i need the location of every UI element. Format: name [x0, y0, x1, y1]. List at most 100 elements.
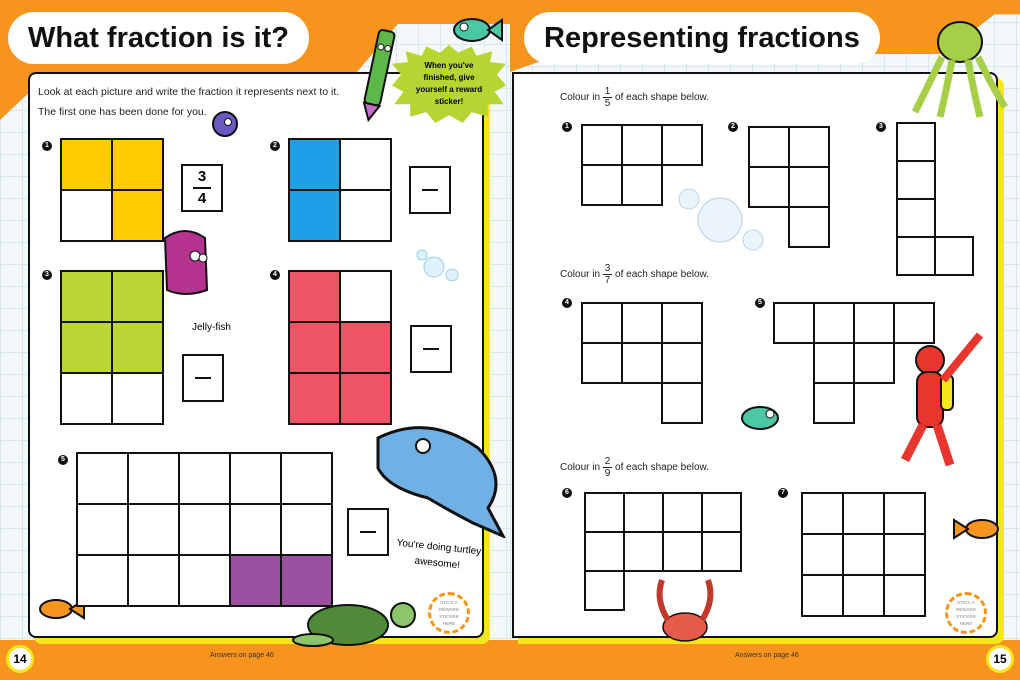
shape-cell[interactable] — [801, 492, 844, 535]
unshaded-cell[interactable] — [127, 554, 180, 607]
shaded-cell[interactable] — [288, 270, 341, 323]
shape-cell[interactable] — [813, 302, 855, 344]
shape-cell[interactable] — [581, 342, 623, 384]
shaded-cell[interactable] — [60, 138, 113, 191]
shaded-cell[interactable] — [111, 321, 164, 374]
unshaded-cell[interactable] — [60, 189, 113, 242]
shaded-cell[interactable] — [111, 189, 164, 242]
shape-cell[interactable] — [788, 126, 830, 168]
unshaded-cell[interactable] — [229, 503, 282, 556]
shape-cell[interactable] — [581, 302, 623, 344]
shape-cell[interactable] — [896, 198, 936, 238]
shape-cell[interactable] — [584, 492, 625, 533]
shape-cell[interactable] — [662, 531, 703, 572]
shape-cell[interactable] — [584, 570, 625, 611]
unshaded-cell[interactable] — [178, 452, 231, 505]
unshaded-cell[interactable] — [127, 452, 180, 505]
shape-number: 7 — [778, 488, 788, 498]
shape-cell[interactable] — [896, 122, 936, 162]
shape-cell[interactable] — [621, 342, 663, 384]
shape-cell[interactable] — [896, 160, 936, 200]
shape-cell[interactable] — [621, 124, 663, 166]
shape-cell[interactable] — [773, 302, 815, 344]
denominator: 9 — [604, 468, 611, 479]
diver-icon — [900, 332, 984, 467]
shaded-cell[interactable] — [60, 321, 113, 374]
shape-cell[interactable] — [896, 236, 936, 276]
unshaded-cell[interactable] — [60, 372, 113, 425]
shaded-cell[interactable] — [111, 270, 164, 323]
shaded-cell[interactable] — [280, 554, 333, 607]
shape-cell[interactable] — [893, 302, 935, 344]
prompt-suffix: of each shape below. — [615, 92, 709, 103]
shape-cell[interactable] — [853, 342, 895, 384]
unshaded-cell[interactable] — [339, 270, 392, 323]
shaded-cell[interactable] — [288, 372, 341, 425]
shaded-cell[interactable] — [60, 270, 113, 323]
unshaded-cell[interactable] — [280, 452, 333, 505]
shape-cell[interactable] — [934, 236, 974, 276]
shape-cell[interactable] — [621, 164, 663, 206]
shape-cell[interactable] — [661, 302, 703, 344]
shape-cell[interactable] — [621, 302, 663, 344]
answer-box-4[interactable] — [410, 325, 452, 373]
shape-cell[interactable] — [581, 164, 623, 206]
shaded-cell[interactable] — [288, 321, 341, 374]
shape-cell[interactable] — [748, 126, 790, 168]
shape-cell[interactable] — [801, 533, 844, 576]
shape-cell[interactable] — [661, 124, 703, 166]
shape-cell[interactable] — [662, 492, 703, 533]
shape-cell[interactable] — [661, 382, 703, 424]
answer-box-2[interactable] — [409, 166, 451, 214]
shape-cell[interactable] — [813, 342, 855, 384]
instruction-1-5: Colour in 1 5 of each shape below. — [560, 86, 709, 109]
unshaded-cell[interactable] — [280, 503, 333, 556]
shaded-cell[interactable] — [339, 321, 392, 374]
shaded-cell[interactable] — [288, 189, 341, 242]
shape-cell[interactable] — [883, 533, 926, 576]
answer-box-3[interactable] — [182, 354, 224, 402]
shape-cell[interactable] — [788, 166, 830, 208]
pencil-character-icon — [362, 29, 396, 123]
unshaded-cell[interactable] — [127, 503, 180, 556]
unshaded-cell[interactable] — [76, 554, 129, 607]
unshaded-cell[interactable] — [229, 452, 282, 505]
shape-cell[interactable] — [584, 531, 625, 572]
prompt-prefix: Colour in — [560, 92, 601, 103]
page-number: 15 — [986, 645, 1014, 673]
unshaded-cell[interactable] — [76, 452, 129, 505]
shape-cell[interactable] — [883, 574, 926, 617]
shaded-cell[interactable] — [339, 372, 392, 425]
reward-sticker-spot[interactable]: STICK A REWARD STICKER HERE — [428, 592, 470, 634]
shaded-cell[interactable] — [229, 554, 282, 607]
unshaded-cell[interactable] — [76, 503, 129, 556]
unshaded-cell[interactable] — [178, 554, 231, 607]
reward-sticker-spot[interactable]: STICK A REWARD STICKER HERE — [945, 592, 987, 634]
answer-box-5[interactable] — [347, 508, 389, 556]
unshaded-cell[interactable] — [111, 372, 164, 425]
shape-cell[interactable] — [788, 206, 830, 248]
prompt-prefix: Colour in — [560, 269, 601, 280]
jellyfish-label: Jelly-fish — [192, 322, 231, 333]
shape-cell[interactable] — [748, 166, 790, 208]
question-number: 4 — [270, 270, 280, 280]
unshaded-cell[interactable] — [339, 189, 392, 242]
shape-cell[interactable] — [661, 342, 703, 384]
unshaded-cell[interactable] — [339, 138, 392, 191]
shape-cell[interactable] — [801, 574, 844, 617]
shape-cell[interactable] — [701, 492, 742, 533]
shape-cell[interactable] — [842, 492, 885, 535]
shape-cell[interactable] — [623, 531, 664, 572]
shape-cell[interactable] — [701, 531, 742, 572]
shape-cell[interactable] — [813, 382, 855, 424]
shape-number: 2 — [728, 122, 738, 132]
shaded-cell[interactable] — [288, 138, 341, 191]
shape-cell[interactable] — [842, 533, 885, 576]
shape-cell[interactable] — [581, 124, 623, 166]
shape-cell[interactable] — [623, 492, 664, 533]
unshaded-cell[interactable] — [178, 503, 231, 556]
shaded-cell[interactable] — [111, 138, 164, 191]
shape-cell[interactable] — [883, 492, 926, 535]
shape-cell[interactable] — [842, 574, 885, 617]
